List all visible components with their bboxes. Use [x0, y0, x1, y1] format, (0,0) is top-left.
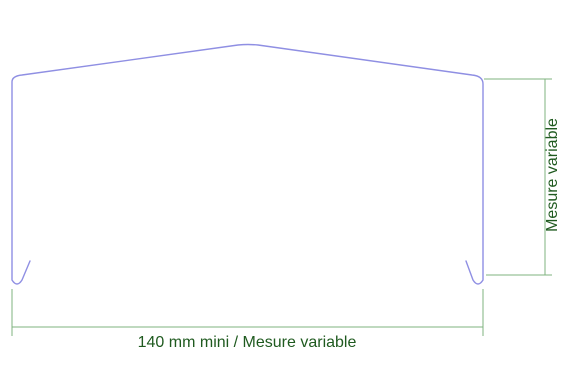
height-dimension-label: Mesure variable: [544, 118, 561, 232]
width-dimension: 140 mm mini / Mesure variable: [11, 289, 484, 351]
profile-outline: [11, 43, 484, 285]
height-dimension: Mesure variable: [484, 78, 561, 276]
width-dimension-label: 140 mm mini / Mesure variable: [138, 334, 357, 351]
